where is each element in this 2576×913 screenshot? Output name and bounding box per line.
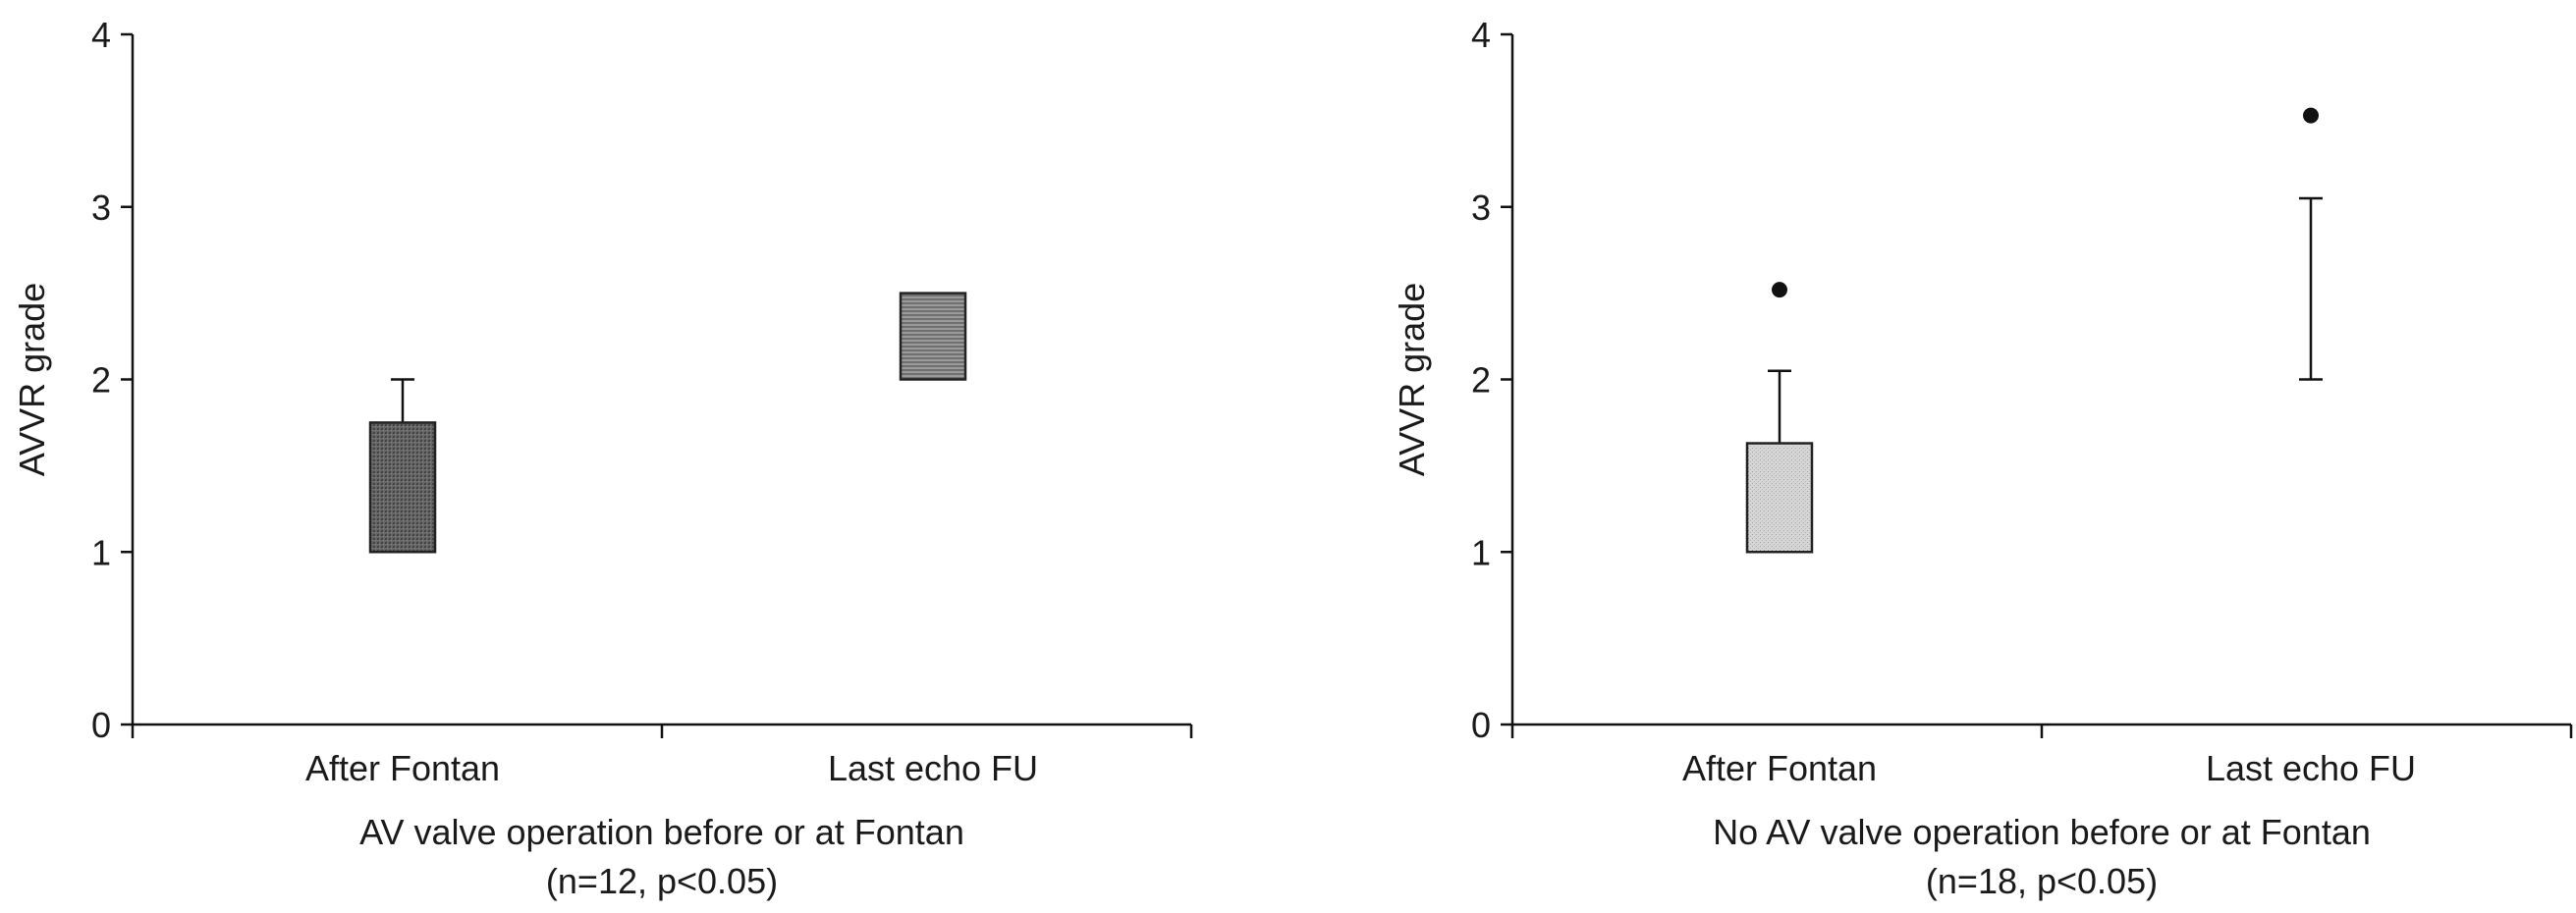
- x-category-label: After Fontan: [1682, 748, 1877, 788]
- box: [899, 292, 967, 381]
- y-tick-label: 4: [1471, 15, 1491, 55]
- y-tick-label: 4: [91, 15, 111, 55]
- y-tick-label: 0: [1471, 705, 1491, 745]
- y-axis-title: AVVR grade: [1392, 283, 1432, 476]
- outlier-point: [2303, 107, 2319, 124]
- outlier-point: [1772, 282, 1787, 298]
- y-tick-label: 2: [1471, 360, 1491, 401]
- x-category-label: Last echo FU: [2206, 748, 2416, 788]
- y-tick-label: 3: [1471, 188, 1491, 228]
- y-axis-title: AVVR grade: [12, 283, 52, 476]
- y-tick-label: 1: [1471, 532, 1491, 572]
- panel-title: No AV valve operation before or at Fonta…: [1713, 812, 2371, 852]
- x-category-label: After Fontan: [305, 748, 500, 788]
- panel-subtitle: (n=18, p<0.05): [1926, 861, 2158, 901]
- y-tick-label: 0: [91, 705, 111, 745]
- y-tick-label: 3: [91, 188, 111, 228]
- box: [1745, 442, 1814, 554]
- x-category-label: Last echo FU: [828, 748, 1038, 788]
- panel-subtitle: (n=12, p<0.05): [546, 861, 778, 901]
- panel-title: AV valve operation before or at Fontan: [359, 812, 964, 852]
- box: [368, 421, 437, 554]
- y-tick-label: 2: [91, 360, 111, 401]
- y-tick-label: 1: [91, 532, 111, 572]
- chart-panel-2: 0 1 2 3 4 AVVR grade After Fontan Last echo FU N…: [1392, 15, 2573, 901]
- chart-panel-1: 0 1 2 3 4 AVVR grade After Fontan Last echo FU A…: [12, 15, 1193, 901]
